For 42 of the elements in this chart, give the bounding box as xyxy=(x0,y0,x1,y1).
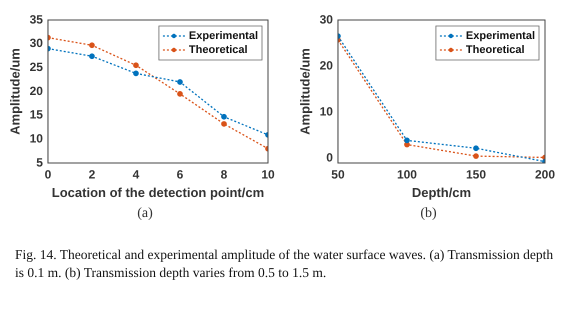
y-tick-label: 25 xyxy=(30,60,44,74)
x-tick-label: 4 xyxy=(132,168,140,182)
caption: Fig. 14. Theoretical and experimental amplitude of the water surface waves. (a) Transmission depth is 0.1 m. (b) Transmission depth varies from 0.5 to 1.5 m. xyxy=(15,246,554,282)
y-tick-label: 35 xyxy=(30,12,44,26)
y-tick-label: 10 xyxy=(30,131,44,146)
point xyxy=(221,114,227,120)
x-tick-label: 6 xyxy=(176,168,184,182)
y-tick-label: 15 xyxy=(30,108,44,122)
point xyxy=(89,53,95,60)
y-tick-label: 30 xyxy=(30,36,44,50)
y-tick-label: 5 xyxy=(36,155,44,170)
x-tick-label: 100 xyxy=(396,168,418,182)
legend-label: Theoretical xyxy=(188,44,248,56)
point xyxy=(177,79,183,85)
x-tick-label: 10 xyxy=(261,168,275,182)
point xyxy=(404,138,410,144)
y-tick-label: 20 xyxy=(320,58,334,72)
y-axis-title: Amplitude/um xyxy=(297,48,312,135)
point xyxy=(473,145,479,152)
y-tick-label: 20 xyxy=(30,84,44,98)
x-tick-label: 2 xyxy=(88,168,96,182)
point xyxy=(89,42,95,48)
y-axis-title: Amplitude/um xyxy=(7,48,22,135)
y-tick-label: 10 xyxy=(320,104,334,119)
y-tick-label: 0 xyxy=(326,150,334,165)
x-axis-title: Depth/cm xyxy=(412,184,472,200)
legend-label: Experimental xyxy=(466,30,536,42)
y-tick-label: 30 xyxy=(320,12,334,26)
x-axis-title: Location of the detection point/cm xyxy=(52,184,264,200)
text: (b) xyxy=(419,206,438,222)
point xyxy=(177,91,183,97)
legend-label: Experimental xyxy=(188,30,258,42)
legend-label: Theoretical xyxy=(466,44,525,56)
point xyxy=(473,153,479,159)
x-tick-label: 50 xyxy=(331,168,345,182)
x-tick-label: 150 xyxy=(466,168,486,182)
x-tick-label: 8 xyxy=(220,168,228,182)
point xyxy=(133,62,139,68)
text: (a) xyxy=(136,206,154,222)
point xyxy=(221,121,227,127)
x-tick-label: 200 xyxy=(534,168,556,182)
point xyxy=(133,70,139,76)
